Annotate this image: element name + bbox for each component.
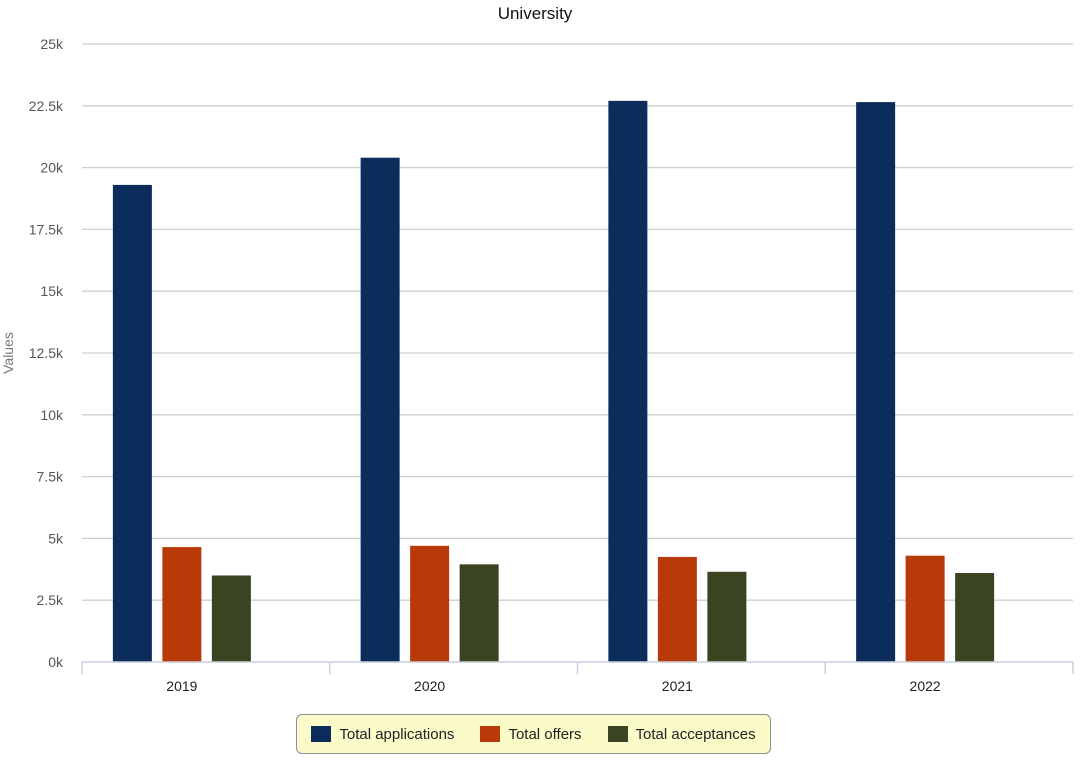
chart-title: University xyxy=(498,4,573,23)
bar-total-offers-2022 xyxy=(905,555,945,662)
legend-swatch xyxy=(311,726,332,742)
y-tick-label: 0k xyxy=(48,654,64,670)
y-tick-label: 12.5k xyxy=(29,345,64,361)
legend-label: Total applications xyxy=(339,725,455,743)
axes: 0k 2.5k 5k 7.5k 10k 12.5k 15k 17.5k 20k 22.5k 25k 2… xyxy=(29,36,1074,694)
bar-total-acceptances-2021 xyxy=(707,571,747,662)
bar-total-offers-2020 xyxy=(410,545,450,662)
y-tick-label: 15k xyxy=(40,283,64,299)
y-tick-label: 7.5k xyxy=(37,469,64,485)
y-tick-label: 5k xyxy=(48,530,64,546)
legend-swatch xyxy=(607,726,628,742)
y-axis-label: Values xyxy=(0,332,16,374)
x-tick-label: 2021 xyxy=(662,678,693,694)
legend-item: Total acceptances xyxy=(607,725,756,743)
bar-total-acceptances-2020 xyxy=(459,564,499,662)
legend-item: Total offers xyxy=(480,725,582,743)
bar-chart: University Values 0k 2.5k 5k 7.5k 10k 12.5k 15… xyxy=(0,4,1074,694)
bar-total-acceptances-2022 xyxy=(955,573,995,662)
bar-total-applications-2022 xyxy=(856,102,896,663)
y-tick-label: 25k xyxy=(40,36,64,52)
y-tick-label: 22.5k xyxy=(29,98,64,114)
bar-total-acceptances-2019 xyxy=(211,575,251,662)
y-tick-label: 17.5k xyxy=(29,221,64,237)
legend-label: Total offers xyxy=(508,725,582,743)
legend: Total applications Total offers Total acce… xyxy=(296,714,771,754)
bars xyxy=(112,100,995,663)
bar-total-applications-2019 xyxy=(112,184,152,663)
y-tick-label: 2.5k xyxy=(37,592,64,608)
bar-total-offers-2019 xyxy=(162,547,202,662)
x-tick-label: 2020 xyxy=(414,678,445,694)
legend-label: Total acceptances xyxy=(635,725,756,743)
x-tick-label: 2019 xyxy=(166,678,197,694)
y-tick-label: 20k xyxy=(40,160,64,176)
legend-item: Total applications xyxy=(311,726,454,743)
bar-total-applications-2020 xyxy=(360,157,400,662)
gridlines xyxy=(82,43,1073,601)
y-tick-label: 10k xyxy=(40,407,64,423)
bar-total-applications-2021 xyxy=(608,100,648,662)
bar-total-offers-2021 xyxy=(657,556,697,662)
legend-swatch xyxy=(480,726,501,742)
x-tick-label: 2022 xyxy=(910,678,941,694)
